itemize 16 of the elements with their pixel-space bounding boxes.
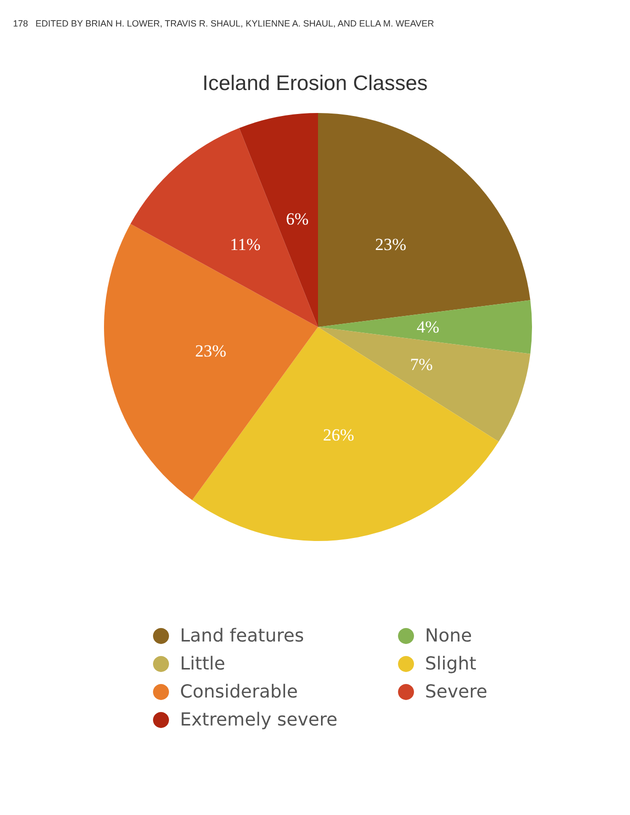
legend-label: None: [425, 626, 472, 646]
text: 178 EDITED BY BRIAN H. LOWER, TRAVIS R. SHAUL, KYLIENNE A. SHAUL, AND ELLA M. WEAVER: [13, 18, 434, 28]
data-label: 23%: [195, 341, 226, 360]
legend-label: Slight: [425, 654, 476, 674]
chart-title: Iceland Erosion Classes: [202, 72, 428, 95]
legend-label: Considerable: [180, 682, 298, 702]
data-label: 11%: [230, 234, 261, 254]
data-label: 26%: [323, 426, 354, 445]
data-label: 4%: [416, 318, 440, 336]
legend-label: Little: [180, 654, 226, 674]
data-label: 6%: [286, 209, 309, 228]
legend-label: Extremely severe: [180, 710, 338, 730]
data-label: 7%: [410, 354, 433, 374]
legend-label: Land features: [180, 626, 304, 646]
legend-label: Severe: [425, 682, 488, 702]
data-label: 23%: [375, 234, 406, 254]
